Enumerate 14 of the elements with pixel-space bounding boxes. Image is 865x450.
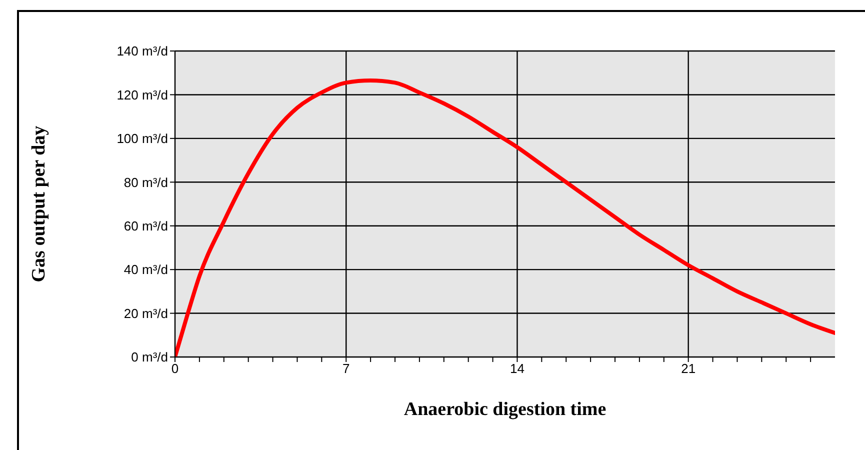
y-tick-label: 120 m³/d xyxy=(116,87,168,102)
y-tick-label: 100 m³/d xyxy=(116,131,168,146)
y-axis-title: Gas output per day xyxy=(28,125,50,282)
x-tick-label: 14 xyxy=(510,361,524,376)
x-tick-label: 0 xyxy=(171,361,179,376)
y-tick-label: 20 m³/d xyxy=(124,306,168,321)
y-tick-label: 60 m³/d xyxy=(124,218,168,234)
y-tick-label: 140 m³/d xyxy=(116,44,168,59)
y-tick-label: 80 m³/d xyxy=(124,174,168,190)
x-axis-title: Anaerobic digestion time xyxy=(404,399,606,420)
x-tick-label: 21 xyxy=(681,361,696,376)
y-tick-label: 40 m³/d xyxy=(124,262,168,278)
x-tick-label: 7 xyxy=(342,361,350,376)
y-tick-label: 0 m³/d xyxy=(131,350,168,365)
